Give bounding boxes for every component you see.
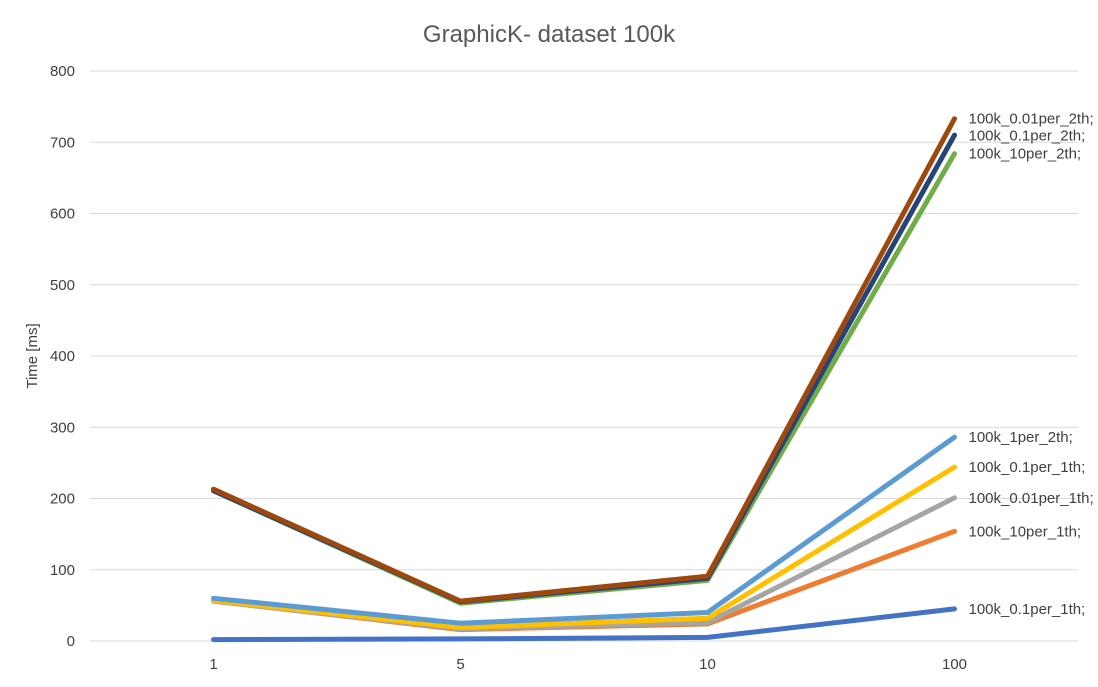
y-tick-label: 100 <box>50 562 75 579</box>
series-label: 100k_0.01per_2th; <box>969 111 1094 128</box>
series-line <box>211 464 957 630</box>
x-tick-label: 1 <box>209 656 217 673</box>
series-line <box>211 116 957 604</box>
y-tick-labels: 0 100 200 300 400 500 600 700 800 <box>50 63 75 650</box>
series-label: 100k_0.1per_1th; <box>969 601 1086 618</box>
series-labels: 100k_0.01per_2th;100k_0.1per_2th;100k_10… <box>969 111 1094 618</box>
x-tick-labels: 1 5 10 100 <box>209 656 967 673</box>
y-tick-label: 800 <box>50 63 75 80</box>
y-tick-label: 200 <box>50 491 75 508</box>
series-line <box>211 434 957 626</box>
series-line <box>211 132 957 605</box>
series-line <box>211 606 957 643</box>
series-lines <box>211 116 957 643</box>
series-label: 100k_10per_1th; <box>969 523 1082 540</box>
x-tick-label: 100 <box>942 656 967 673</box>
series-label: 100k_1per_2th; <box>969 429 1073 446</box>
x-tick-label: 10 <box>699 656 716 673</box>
y-axis-label: Time [ms] <box>24 323 41 388</box>
series-label: 100k_0.1per_2th; <box>969 128 1086 145</box>
series-label: 100k_0.1per_1th; <box>969 459 1086 476</box>
chart-title: GraphicK- dataset 100k <box>423 21 676 48</box>
series-label: 100k_10per_2th; <box>969 146 1082 163</box>
y-tick-label: 400 <box>50 348 75 365</box>
x-tick-label: 5 <box>456 656 464 673</box>
series-label: 100k_0.01per_1th; <box>969 490 1094 507</box>
gridlines <box>90 70 1078 642</box>
y-tick-label: 300 <box>50 419 75 436</box>
y-tick-label: 700 <box>50 134 75 151</box>
y-tick-label: 0 <box>67 633 75 650</box>
y-tick-label: 500 <box>50 277 75 294</box>
y-tick-label: 600 <box>50 206 75 223</box>
